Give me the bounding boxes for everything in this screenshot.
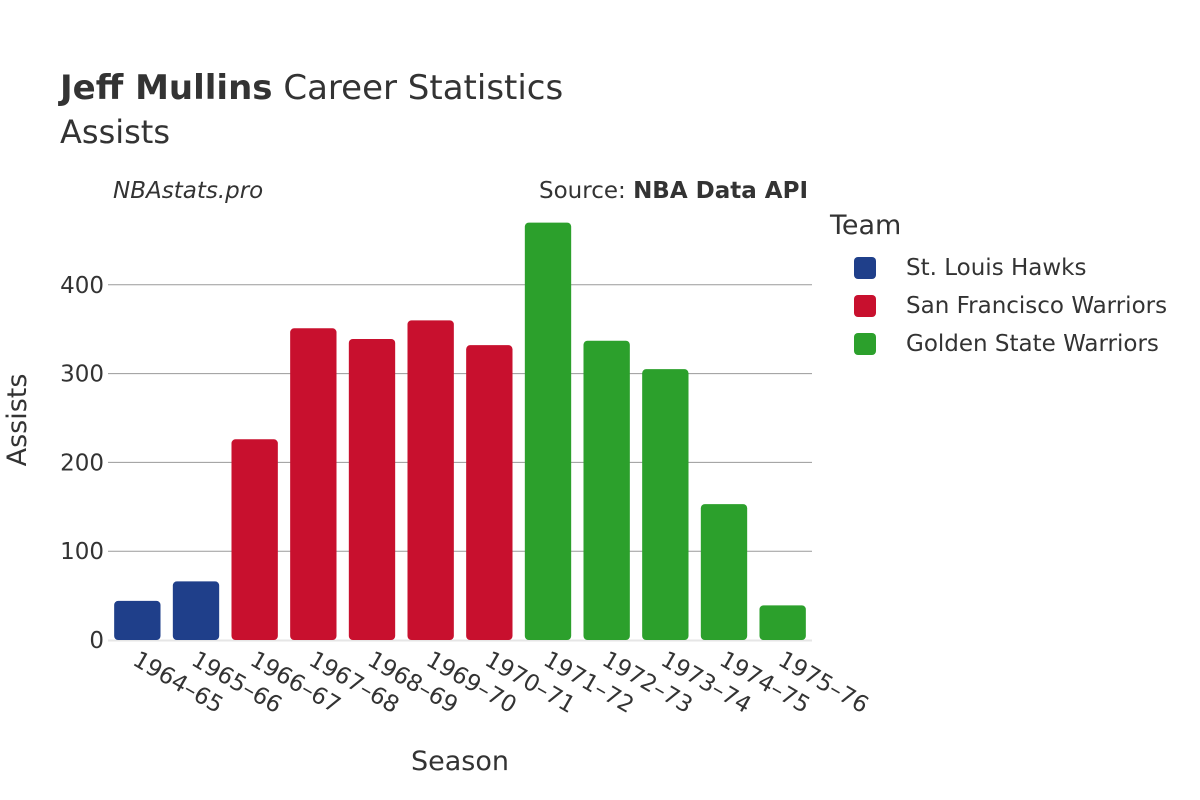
legend-item-st-louis-hawks[interactable]: St. Louis Hawks [854,249,1167,287]
legend-swatch [854,333,876,355]
legend-label: Golden State Warriors [906,331,1159,357]
bar-1967–68[interactable] [290,328,337,640]
legend-title: Team [830,210,902,241]
bars [114,222,806,640]
player-name: Jeff Mullins [60,68,273,108]
bar-1966–67[interactable] [231,439,278,640]
source-prefix: Source: [539,178,626,204]
y-tick-label: 400 [60,273,104,299]
y-tick-label: 100 [60,539,104,565]
legend-swatch [854,257,876,279]
legend-label: San Francisco Warriors [906,293,1168,319]
y-tick-label: 300 [60,362,104,388]
bar-1975–76[interactable] [759,605,806,640]
bar-1968–69[interactable] [348,338,396,640]
chart-subtitle: Assists [60,113,171,151]
bar-1971–72[interactable] [524,222,572,640]
source-label: Source: NBA Data API [539,178,808,204]
y-tick-labels: 0 100 200 300 400 [60,273,104,654]
bar-1974–75[interactable] [700,504,748,640]
legend-item-san-francisco-warriors[interactable]: San Francisco Warriors [854,287,1167,325]
chart-title: Jeff Mullins Career Statistics [60,68,563,108]
bar-1972–73[interactable] [583,340,630,640]
legend-label: St. Louis Hawks [906,255,1087,281]
bar-1965–66[interactable] [172,581,220,640]
legend-swatch [854,295,876,317]
bar-1973–74[interactable] [642,369,689,640]
y-tick-label: 200 [60,450,104,476]
source-name: NBA Data API [633,178,808,204]
x-tick-labels: 1964–651965–661966–671967–681968–691969–… [128,647,872,719]
bar-1964–65[interactable] [114,600,161,640]
legend-item-golden-state-warriors[interactable]: Golden State Warriors [854,325,1167,363]
y-axis-label: Assists [2,374,33,467]
bar-1970–71[interactable] [466,345,513,640]
brand-label: NBAstats.pro [113,178,264,204]
legend: Team St. Louis Hawks San Francisco Warri… [830,210,1167,363]
y-tick-label: 0 [89,628,104,654]
gridlines [108,284,812,642]
title-rest: Career Statistics [283,68,564,108]
bar-1969–70[interactable] [407,320,454,640]
x-axis-label: Season [411,746,509,777]
